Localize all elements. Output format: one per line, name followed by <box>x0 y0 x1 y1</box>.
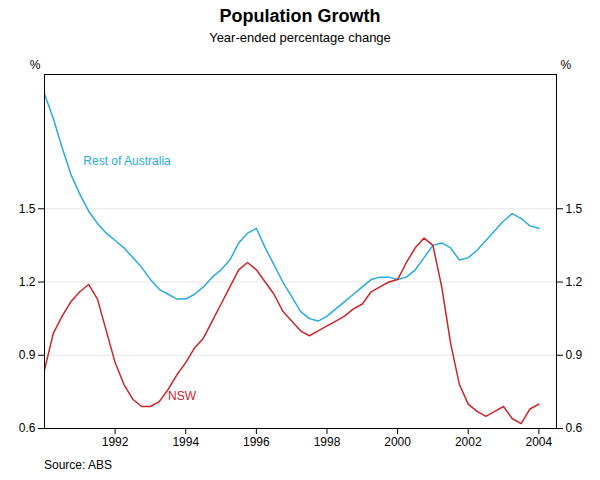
svg-text:2004: 2004 <box>525 435 552 449</box>
svg-text:1998: 1998 <box>314 435 341 449</box>
svg-text:0.9: 0.9 <box>566 348 583 362</box>
svg-text:%: % <box>561 58 572 72</box>
svg-text:1.5: 1.5 <box>19 202 36 216</box>
svg-text:0.6: 0.6 <box>19 421 36 435</box>
svg-text:0.6: 0.6 <box>566 421 583 435</box>
svg-text:2002: 2002 <box>455 435 482 449</box>
svg-text:1994: 1994 <box>172 435 199 449</box>
svg-text:1.5: 1.5 <box>566 202 583 216</box>
svg-text:1992: 1992 <box>102 435 129 449</box>
html-text:Population Growth: Population Growth <box>219 6 381 26</box>
svg-text:1996: 1996 <box>243 435 270 449</box>
svg-text:0.9: 0.9 <box>19 348 36 362</box>
svg-text:Rest of Australia: Rest of Australia <box>83 154 171 168</box>
svg-text:2000: 2000 <box>384 435 411 449</box>
svg-text:%: % <box>30 58 41 72</box>
svg-text:NSW: NSW <box>168 389 197 403</box>
html-text:Source: ABS: Source: ABS <box>44 458 112 472</box>
html-text:Year-ended percentage change: Year-ended percentage change <box>209 30 391 45</box>
svg-text:1.2: 1.2 <box>566 275 583 289</box>
svg-text:1.2: 1.2 <box>19 275 36 289</box>
